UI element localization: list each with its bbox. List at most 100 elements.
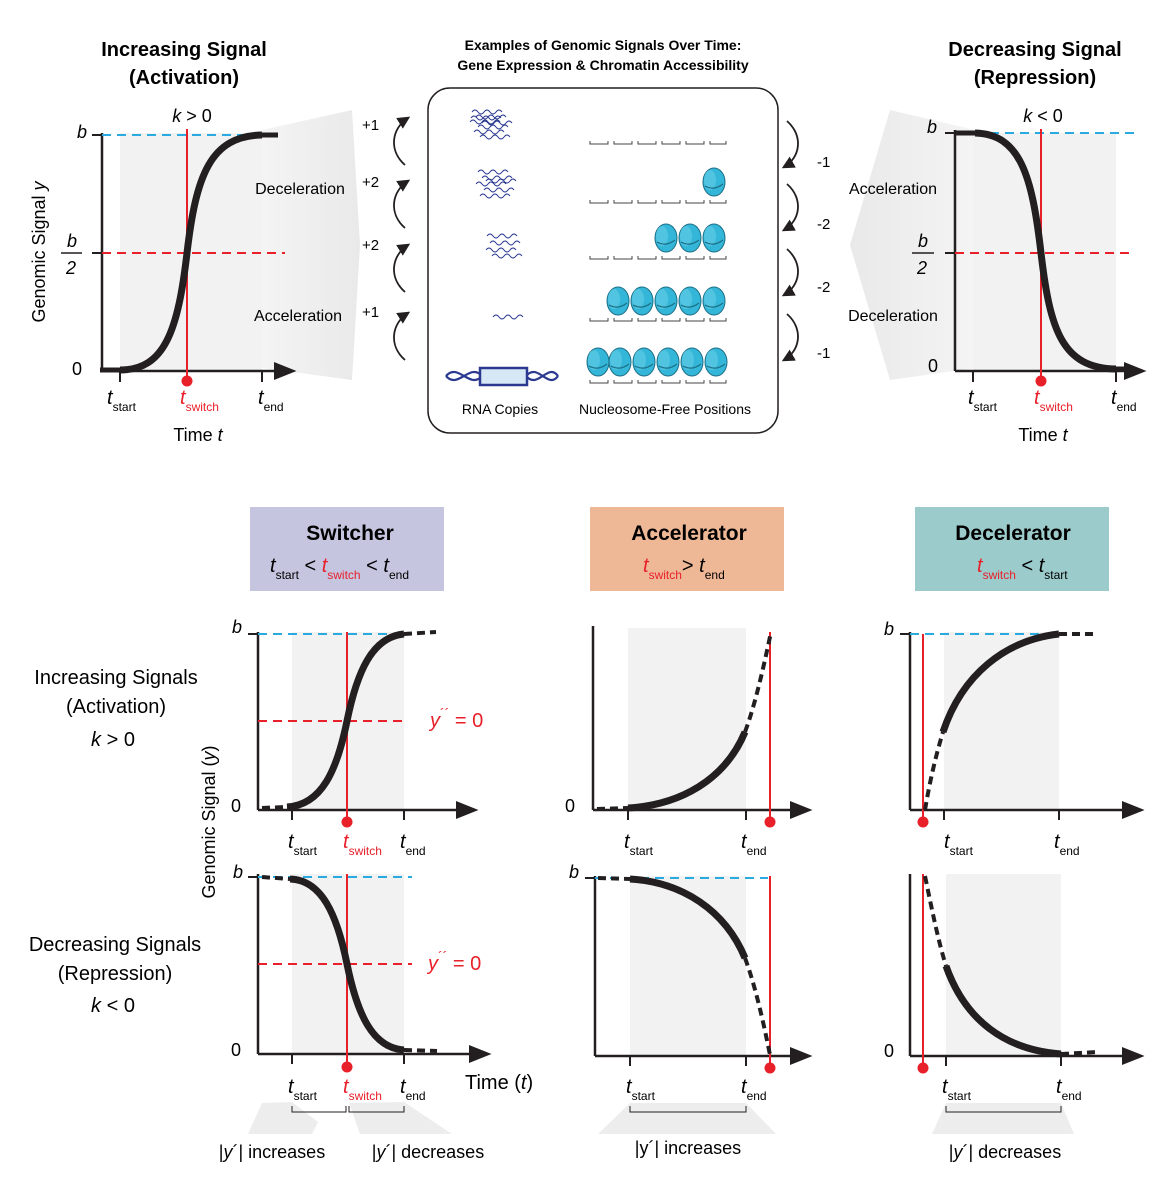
sigmoid-curve: [119, 131, 263, 374]
step-label: +1: [362, 304, 379, 321]
accel-curve: [629, 875, 749, 960]
t-start-label: tstart: [626, 1076, 656, 1103]
t-end-label: tend: [1111, 387, 1137, 414]
accelerator-title: Accelerator: [631, 522, 747, 545]
fan: [932, 1103, 1074, 1134]
switcher-box-bg: [250, 507, 444, 591]
accelerator-decreasing-plot: b tstart tend |y´| increases: [569, 862, 813, 1158]
center-box: [427, 87, 779, 434]
curve-tail-left: [923, 875, 948, 967]
zero-label: 0: [231, 796, 241, 816]
row-inc-line2: (Activation): [66, 696, 166, 718]
t-switch-label: tswitch: [180, 387, 219, 414]
zero-label: 0: [565, 796, 575, 816]
t-start-label: tstart: [288, 1076, 318, 1103]
switcher-box: Switcher tstart < tswitch < tend: [250, 507, 444, 591]
sigmoid-curve: [289, 875, 405, 1054]
t-switch-dot: [181, 375, 193, 387]
row-dec-k: k < 0: [91, 995, 135, 1017]
bracket: [629, 1106, 747, 1113]
shade-region: [628, 628, 746, 810]
switcher-decreasing-plot: b 0 y´´ = 0 tstart tswitch tend Time (t)…: [219, 862, 533, 1162]
bracket-left: [291, 1106, 347, 1113]
b-label: b: [927, 117, 937, 137]
time-axis-label: Time (t): [465, 1072, 533, 1094]
rna-copies-label: RNA Copies: [462, 401, 538, 417]
curve-tail-right: [743, 631, 773, 733]
shade-region: [630, 876, 746, 1056]
y2-label: y´´ = 0: [428, 705, 483, 732]
t-switch-dot: [764, 816, 776, 828]
center-title-line1: Examples of Genomic Signals Over Time:: [465, 37, 742, 53]
fan-right: [349, 1102, 452, 1134]
left-step-arrows: +1 +2 +2 +1: [362, 116, 411, 361]
t-end-label: tend: [258, 387, 284, 414]
decel-curve: [939, 630, 1060, 734]
zero-label: 0: [72, 359, 82, 379]
t-switch-label: tswitch: [343, 1076, 382, 1103]
decelerator-title: Decelerator: [955, 522, 1071, 545]
decel-curve: [942, 964, 1062, 1058]
gene-icon: [445, 366, 559, 387]
right-step-arrows: -1 -2 -2 -1: [781, 120, 830, 362]
sigmoid-curve: [286, 630, 405, 811]
decelerator-decreasing-plot: 0 tstart tend |y´| decreases: [884, 874, 1145, 1162]
bottom-y-axis-label: Genomic Signal (y): [199, 745, 219, 898]
t-start-label: tstart: [968, 387, 998, 414]
acceleration-label: Acceleration: [849, 181, 937, 198]
x-axis-label: Time t: [173, 425, 223, 445]
accelerator-increasing-plot: 0 tstart tend: [565, 626, 813, 858]
sigmoid-curve: [974, 129, 1117, 373]
curve-tail-left: [596, 806, 629, 811]
zero-label: 0: [884, 1041, 894, 1061]
x-axis-label: Time t: [1018, 425, 1068, 445]
t-start-label: tstart: [624, 831, 654, 858]
t-end-label: tend: [400, 831, 426, 858]
center-panel: +1 +2 +2 +1 -1 -2 -2 -1: [362, 87, 830, 434]
row-label-decreasing: Decreasing Signals (Repression) k < 0: [29, 934, 201, 1017]
curve-tail-left: [923, 731, 945, 811]
step-label: +2: [362, 174, 379, 191]
abs-increases-label: |y´| increases: [635, 1138, 741, 1158]
curve-tail-right: [743, 957, 772, 1056]
accelerator-condition: tswitch> tend: [643, 555, 725, 582]
t-switch-dot: [917, 816, 929, 828]
decelerator-box: Decelerator tswitch < tstart: [915, 507, 1109, 591]
curve-tail-left: [261, 875, 291, 881]
switcher-increasing-plot: b 0 y´´ = 0 tstart tswitch tend: [231, 617, 483, 858]
accelerator-box: Accelerator tswitch> tend: [590, 507, 784, 591]
y-axis-label: Genomic Signal y: [29, 180, 49, 322]
b-label: b: [884, 619, 894, 639]
curve-tail-left: [261, 805, 288, 810]
t-end-label: tend: [1056, 1076, 1082, 1103]
t-start-label: tstart: [944, 831, 974, 858]
accelerator-box-bg: [590, 507, 784, 591]
decelerator-increasing-plot: b tstart tend: [884, 619, 1145, 858]
right-title-line2: (Repression): [974, 67, 1096, 89]
b-label: b: [569, 862, 579, 882]
b-label: b: [233, 862, 243, 882]
center-title-line2: Gene Expression & Chromatin Accessibilit…: [457, 57, 748, 73]
t-end-label: tend: [400, 1076, 426, 1103]
zero-label: 0: [928, 356, 938, 376]
nucleosome-label: Nucleosome-Free Positions: [579, 401, 751, 417]
t-switch-dot: [764, 1062, 776, 1074]
left-title-line2: (Activation): [129, 67, 239, 89]
t-end-label: tend: [1054, 831, 1080, 858]
curve-tail-right: [403, 630, 437, 636]
switcher-condition: tstart < tswitch < tend: [270, 555, 409, 582]
y2-label: y´´ = 0: [426, 948, 481, 975]
step-label: -2: [817, 279, 830, 296]
row-label-increasing: Increasing Signals (Activation) k > 0: [34, 667, 197, 751]
fan-left: [248, 1102, 318, 1134]
top-left-plot: k > 0 b b 2 0 Genomic Signal y tstart ts…: [29, 106, 360, 445]
acceleration-label: Acceleration: [254, 308, 342, 325]
t-switch-dot: [917, 1062, 929, 1074]
fan-left: [262, 110, 360, 380]
curve-tail-right: [1060, 1050, 1099, 1056]
half-b-num: b: [918, 231, 928, 251]
shade-region: [946, 874, 1061, 1056]
t-switch-dot: [341, 816, 353, 828]
k-label: k > 0: [172, 106, 212, 126]
